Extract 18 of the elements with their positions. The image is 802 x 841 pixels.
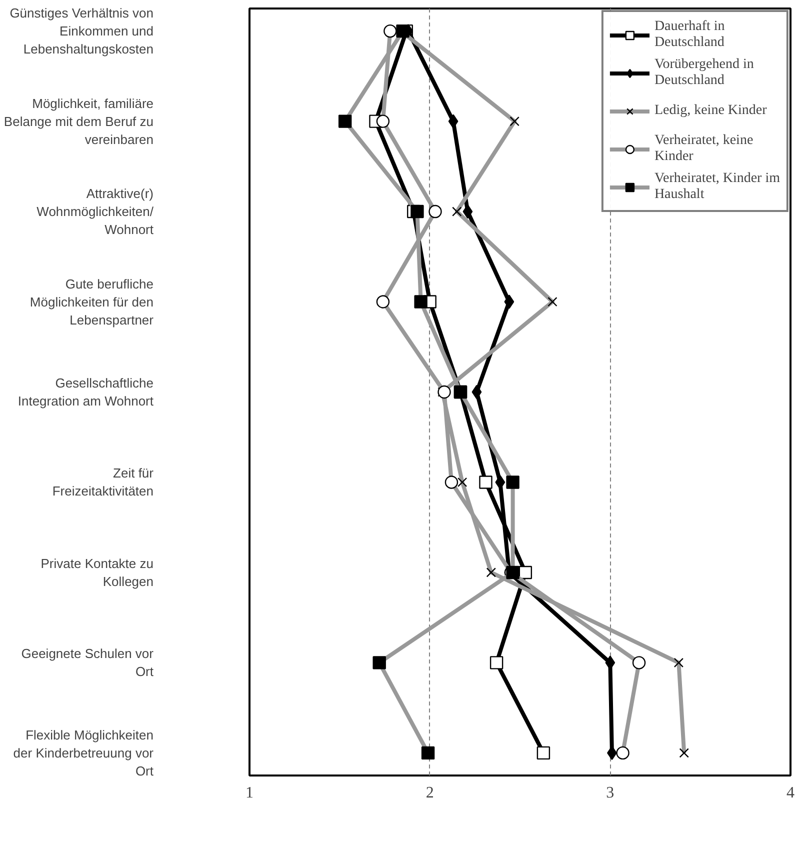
x-tick-label: 1 (246, 784, 254, 802)
y-tick-label: Private Kontakte zu Kollegen (40, 556, 154, 589)
y-tick-label: Gesellschaftliche Integration am Wohnort (18, 376, 154, 408)
legend-label: Dauerhaft in Deutschland (654, 18, 725, 52)
y-tick-label: Gute berufliche Möglichkeiten für den Lebenspartner (30, 276, 154, 328)
legend-label: Verheiratet, Kinder im Haushalt (654, 170, 780, 204)
y-tick-label: Günstiges Verhältnis von Einkommen und Lebenshaltungskosten (10, 6, 154, 57)
legend-label: Ledig, keine Kinder (654, 102, 767, 120)
x-tick-label: 4 (786, 784, 794, 802)
legend-label: Verheiratet, keine Kinder (654, 132, 754, 166)
y-tick-label: Möglichkeit, familiäre Belange mit dem Beruf zu vereinbaren (4, 96, 154, 147)
y-tick-label: Geeignete Schulen vor Ort (21, 646, 154, 680)
y-tick-label: Zeit für Freizeitaktivitäten (52, 466, 154, 499)
y-tick-label: Attraktive(r) Wohnmöglichkeiten/ Wohnort (36, 186, 154, 238)
x-tick-label: 2 (426, 784, 434, 802)
x-tick-label: 3 (606, 784, 614, 802)
legend-label: Vorübergehend in Deutschland (654, 56, 754, 90)
y-tick-label: Flexible Möglichkeiten der Kinderbetreuung vor Ort (13, 727, 154, 778)
